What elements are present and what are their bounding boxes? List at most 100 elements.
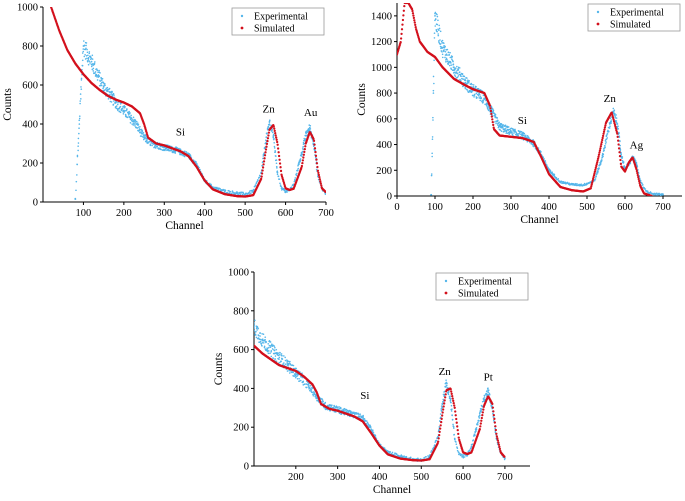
experimental-point — [111, 91, 114, 93]
experimental-point — [230, 192, 233, 195]
experimental-point — [425, 456, 427, 458]
experimental-point — [118, 110, 121, 113]
experimental-point — [364, 420, 367, 422]
experimental-point — [260, 342, 263, 345]
simulated-point — [277, 154, 281, 158]
simulated-point — [637, 179, 641, 183]
experimental-point — [264, 336, 267, 338]
experimental-point — [294, 178, 296, 181]
simulated-point — [637, 175, 640, 179]
experimental-point — [295, 174, 298, 177]
experimental-point — [224, 190, 226, 193]
simulated-point — [437, 437, 440, 440]
simulated-point — [618, 154, 622, 158]
y-tick-label: 600 — [22, 81, 38, 92]
experimental-point — [261, 332, 263, 335]
experimental-point — [126, 116, 129, 119]
experimental-point — [268, 121, 271, 123]
x-tick-label: 200 — [288, 472, 304, 483]
experimental-point — [112, 103, 115, 106]
experimental-point — [75, 180, 78, 183]
experimental-point — [154, 147, 157, 149]
experimental-point — [432, 448, 434, 450]
experimental-point — [431, 152, 433, 155]
experimental-point — [76, 163, 78, 166]
experimental-point — [179, 148, 182, 151]
experimental-point — [122, 113, 125, 115]
experimental-point — [133, 121, 136, 123]
simulated-point — [457, 432, 460, 436]
experimental-point — [236, 192, 238, 195]
experimental-point — [88, 51, 91, 53]
simulated-point — [636, 171, 639, 175]
experimental-point — [261, 164, 263, 167]
experimental-point — [431, 136, 434, 138]
experimental-point — [296, 375, 299, 377]
experimental-point — [269, 341, 272, 343]
simulated-point — [319, 180, 322, 183]
y-tick-label: 200 — [22, 159, 38, 170]
experimental-point — [81, 59, 84, 62]
experimental-point — [84, 53, 86, 56]
experimental-point — [267, 125, 270, 128]
experimental-point — [618, 132, 620, 135]
experimental-point — [299, 158, 302, 160]
experimental-point — [430, 193, 433, 196]
x-tick-label: 0 — [394, 202, 399, 213]
experimental-point — [454, 75, 457, 77]
experimental-point — [427, 455, 429, 457]
simulated-point — [479, 422, 482, 425]
experimental-point — [276, 171, 279, 174]
experimental-point — [471, 83, 473, 86]
simulated-point — [440, 417, 443, 420]
experimental-point — [141, 130, 144, 133]
experimental-point — [174, 152, 177, 154]
experimental-point — [92, 64, 94, 67]
experimental-point — [275, 165, 278, 168]
experimental-point — [262, 157, 264, 160]
simulated-point — [312, 137, 315, 141]
experimental-point — [297, 167, 300, 170]
experimental-point — [315, 157, 317, 159]
experimental-point — [495, 122, 497, 125]
experimental-point — [443, 46, 446, 49]
experimental-point — [456, 65, 458, 68]
simulated-point — [438, 430, 441, 434]
experimental-point — [135, 120, 138, 123]
experimental-point — [450, 410, 453, 412]
x-tick-label: 400 — [541, 202, 557, 213]
experimental-point — [259, 340, 262, 343]
experimental-point — [492, 109, 495, 112]
experimental-point — [286, 364, 289, 367]
simulated-point — [613, 123, 617, 127]
legend-simulated-label: Simulated — [254, 24, 295, 35]
experimental-point — [292, 371, 294, 374]
experimental-point — [301, 376, 304, 379]
legend-experimental-marker — [596, 10, 600, 14]
simulated-point — [619, 158, 622, 162]
experimental-point — [438, 29, 440, 32]
experimental-point — [279, 353, 281, 356]
experimental-point — [403, 455, 406, 457]
experimental-point — [262, 155, 265, 157]
experimental-point — [437, 34, 440, 37]
experimental-point — [75, 189, 77, 192]
x-tick-label: 600 — [617, 202, 633, 213]
y-tick-label: 1000 — [371, 63, 392, 74]
experimental-point — [256, 326, 259, 329]
experimental-point — [449, 51, 451, 54]
experimental-point — [615, 120, 618, 122]
experimental-point — [447, 386, 449, 389]
experimental-point — [85, 44, 87, 47]
simulated-point — [267, 134, 270, 137]
experimental-point — [261, 339, 264, 341]
simulated-point — [272, 125, 275, 128]
experimental-point — [279, 352, 281, 354]
experimental-point — [331, 404, 333, 406]
simulated-point — [275, 136, 278, 139]
peak-label: Si — [518, 115, 527, 127]
experimental-point — [82, 40, 85, 42]
experimental-point — [456, 72, 459, 75]
simulated-point — [491, 120, 494, 124]
experimental-point — [267, 128, 269, 131]
